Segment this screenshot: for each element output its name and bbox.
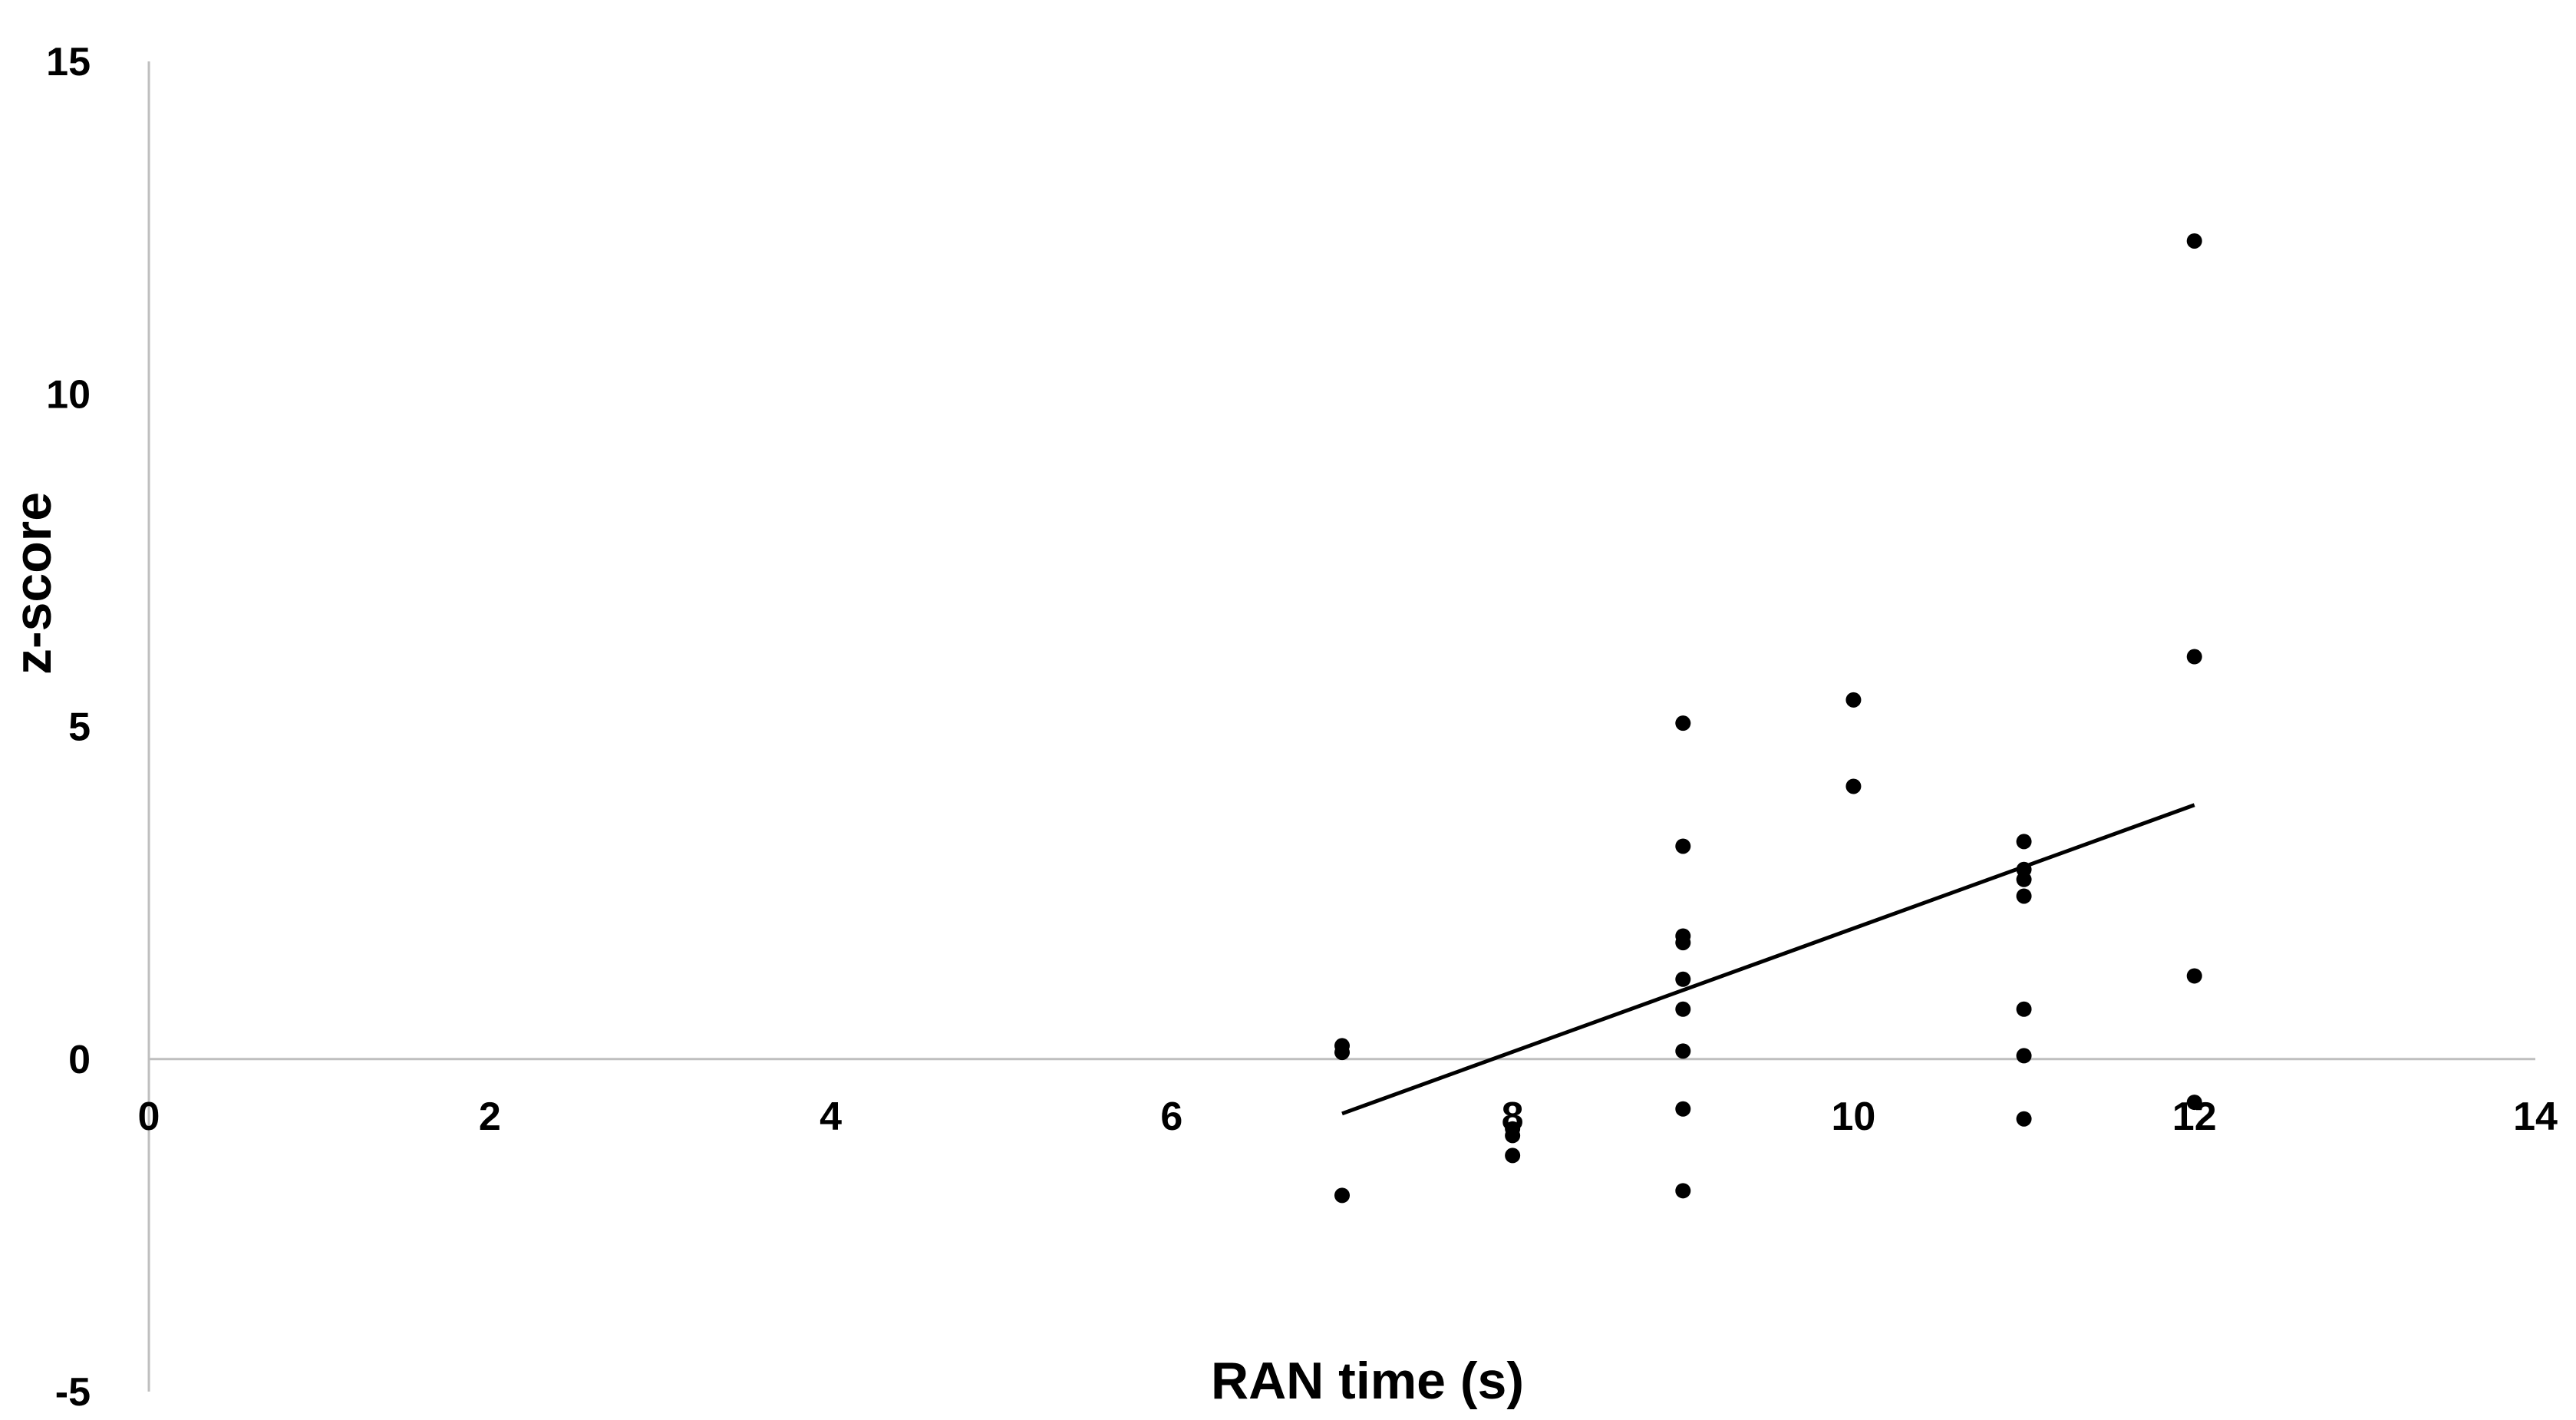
data-point xyxy=(1845,692,1862,708)
trendline xyxy=(1341,803,2195,1116)
data-point xyxy=(1675,1043,1691,1059)
data-point xyxy=(2016,871,2032,887)
data-point xyxy=(1505,1128,1521,1144)
y-tick-label: 5 xyxy=(68,705,91,750)
data-point xyxy=(1675,838,1691,854)
data-point xyxy=(2016,1111,2032,1127)
data-points xyxy=(1334,233,2202,1204)
y-axis-title: z-score xyxy=(4,492,62,675)
data-point xyxy=(1675,935,1691,951)
data-point xyxy=(1334,1187,1350,1204)
data-point xyxy=(1505,1148,1521,1164)
x-tick-label: 10 xyxy=(1832,1095,1876,1139)
data-point xyxy=(2186,233,2202,249)
data-point xyxy=(2186,1095,2202,1111)
data-point xyxy=(1675,1183,1691,1199)
data-point xyxy=(2186,649,2202,665)
y-tick-labels: -5 0 5 10 15 xyxy=(46,40,91,1415)
data-point xyxy=(2016,1048,2032,1064)
x-tick-label: 6 xyxy=(1160,1095,1182,1139)
x-tick-label: 2 xyxy=(479,1095,501,1139)
data-point xyxy=(2016,1001,2032,1017)
data-point xyxy=(1675,1001,1691,1017)
x-tick-label: 4 xyxy=(820,1095,842,1139)
x-axis-title: RAN time (s) xyxy=(1211,1352,1524,1410)
y-tick-label: -5 xyxy=(55,1370,91,1415)
y-tick-label: 15 xyxy=(46,40,91,84)
data-point xyxy=(2016,834,2032,850)
data-point xyxy=(1675,715,1691,731)
x-tick-label: 0 xyxy=(138,1095,160,1139)
data-point xyxy=(2186,968,2202,984)
data-point xyxy=(1334,1045,1350,1061)
x-tick-label: 14 xyxy=(2513,1095,2558,1139)
data-point xyxy=(2016,888,2032,904)
x-tick-labels: 0 2 4 6 8 10 12 14 xyxy=(138,1095,2558,1139)
data-point xyxy=(1845,778,1862,794)
y-tick-label: 0 xyxy=(68,1038,91,1082)
data-point xyxy=(1675,971,1691,987)
data-point xyxy=(1675,1101,1691,1117)
y-tick-label: 10 xyxy=(46,372,91,417)
